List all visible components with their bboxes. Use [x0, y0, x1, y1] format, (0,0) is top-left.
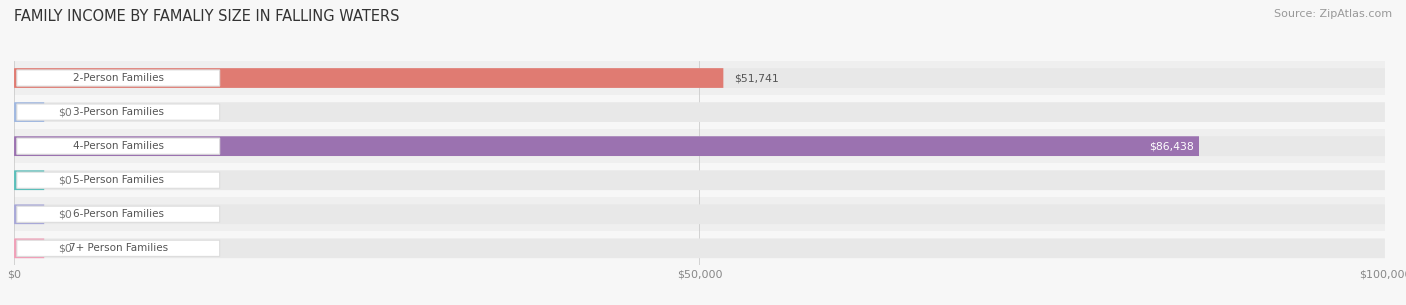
Text: FAMILY INCOME BY FAMALIY SIZE IN FALLING WATERS: FAMILY INCOME BY FAMALIY SIZE IN FALLING…	[14, 9, 399, 24]
FancyBboxPatch shape	[17, 104, 219, 120]
Text: 7+ Person Families: 7+ Person Families	[69, 243, 167, 253]
FancyBboxPatch shape	[14, 231, 1385, 265]
FancyBboxPatch shape	[14, 136, 1385, 156]
FancyBboxPatch shape	[14, 239, 1385, 258]
FancyBboxPatch shape	[14, 136, 1199, 156]
FancyBboxPatch shape	[14, 163, 1385, 197]
Text: $51,741: $51,741	[734, 73, 779, 83]
FancyBboxPatch shape	[14, 170, 1385, 190]
FancyBboxPatch shape	[14, 61, 1385, 95]
FancyBboxPatch shape	[17, 70, 219, 86]
Text: 5-Person Families: 5-Person Families	[73, 175, 163, 185]
Text: $0: $0	[58, 107, 72, 117]
Text: 2-Person Families: 2-Person Families	[73, 73, 163, 83]
FancyBboxPatch shape	[17, 240, 219, 257]
FancyBboxPatch shape	[14, 204, 1385, 224]
Text: 3-Person Families: 3-Person Families	[73, 107, 163, 117]
FancyBboxPatch shape	[14, 95, 1385, 129]
Text: 4-Person Families: 4-Person Families	[73, 141, 163, 151]
FancyBboxPatch shape	[14, 239, 44, 258]
FancyBboxPatch shape	[14, 68, 723, 88]
FancyBboxPatch shape	[14, 170, 44, 190]
Text: Source: ZipAtlas.com: Source: ZipAtlas.com	[1274, 9, 1392, 19]
FancyBboxPatch shape	[14, 68, 1385, 88]
FancyBboxPatch shape	[17, 172, 219, 188]
FancyBboxPatch shape	[17, 206, 219, 222]
Text: $0: $0	[58, 209, 72, 219]
FancyBboxPatch shape	[14, 102, 44, 122]
Text: $0: $0	[58, 175, 72, 185]
FancyBboxPatch shape	[14, 204, 44, 224]
FancyBboxPatch shape	[14, 102, 1385, 122]
FancyBboxPatch shape	[14, 197, 1385, 231]
Text: $0: $0	[58, 243, 72, 253]
Text: 6-Person Families: 6-Person Families	[73, 209, 163, 219]
FancyBboxPatch shape	[17, 138, 219, 154]
FancyBboxPatch shape	[14, 129, 1385, 163]
Text: $86,438: $86,438	[1149, 141, 1194, 151]
